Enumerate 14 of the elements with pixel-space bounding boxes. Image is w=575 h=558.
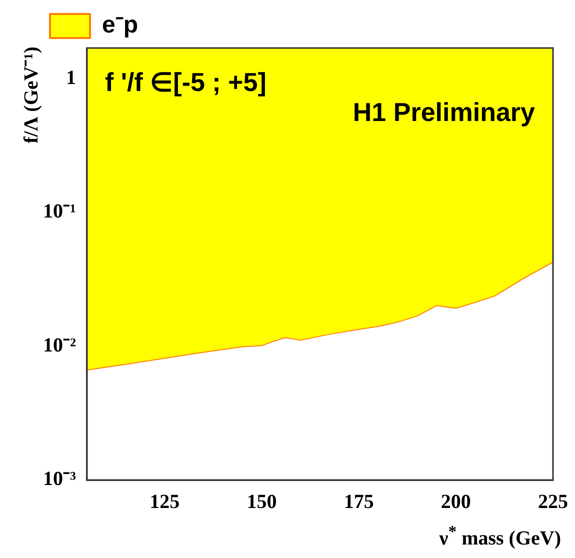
y-tick-label: 10⁻¹ <box>42 200 76 223</box>
legend-label: e⁻p <box>102 12 138 39</box>
x-tick-label: 125 <box>150 491 180 514</box>
x-tick-label: 200 <box>440 491 471 514</box>
annotation: f '/f ∈[-5 ; +5] <box>104 67 266 98</box>
annotation: H1 Preliminary <box>352 97 536 128</box>
y-axis-title: f/Λ (GeV⁻¹) <box>20 46 44 144</box>
x-axis-title: ν$^{*}$ mass (GeV) <box>439 522 561 551</box>
y-tick-label: 10⁻³ <box>42 468 76 490</box>
x-tick-label: 225 <box>538 491 568 514</box>
x-tick-label: 150 <box>246 491 277 514</box>
y-tick-label: 1 <box>66 66 76 89</box>
x-tick-label: 175 <box>344 491 374 514</box>
y-tick-label: 10⁻² <box>42 334 76 356</box>
